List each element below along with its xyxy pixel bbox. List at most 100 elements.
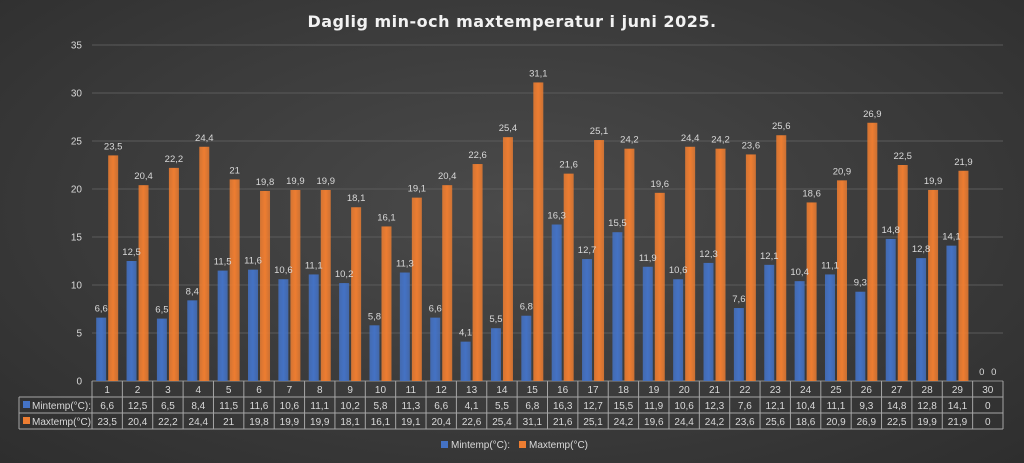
max-temp-bar	[563, 173, 574, 381]
table-row-label: Mintemp(°C):	[32, 401, 91, 412]
min-temp-label: 11,3	[396, 259, 414, 270]
max-temp-bar	[381, 226, 392, 381]
min-temp-label: 5,5	[489, 314, 502, 325]
min-temp-bar	[946, 245, 957, 381]
min-temp-bar	[460, 341, 471, 381]
min-temp-label: 16,3	[547, 211, 566, 222]
x-tick-label: 25	[830, 385, 842, 396]
min-temp-bar	[703, 262, 714, 381]
table-cell: 11,1	[827, 401, 846, 412]
min-temp-bar	[855, 291, 866, 381]
min-temp-label: 6,6	[429, 304, 442, 315]
table-cell: 23,6	[735, 417, 755, 428]
max-temp-label: 19,6	[651, 179, 670, 190]
x-tick-label: 28	[922, 385, 934, 396]
x-tick-label: 23	[770, 385, 782, 396]
x-tick-label: 3	[165, 385, 171, 396]
max-temp-bar	[594, 140, 605, 381]
table-cell: 24,2	[705, 417, 725, 428]
y-tick-label: 5	[76, 329, 82, 340]
max-temp-label: 20,9	[833, 166, 852, 177]
max-temp-bar	[836, 180, 847, 381]
max-temp-bar	[199, 146, 210, 381]
table-cell: 0	[985, 401, 991, 412]
max-temp-label: 24,4	[195, 133, 214, 144]
max-temp-bar	[745, 154, 756, 381]
x-tick-label: 5	[226, 385, 232, 396]
max-temp-bar	[290, 189, 301, 381]
min-temp-label: 10,6	[669, 265, 688, 276]
max-temp-bar	[351, 207, 362, 381]
min-temp-bar	[126, 261, 137, 381]
min-temp-label: 12,8	[912, 244, 931, 255]
max-temp-bar	[624, 148, 635, 381]
max-temp-label: 21,9	[954, 157, 973, 168]
min-temp-bar	[642, 266, 653, 381]
min-temp-bar	[521, 315, 532, 381]
x-tick-label: 24	[800, 385, 812, 396]
min-temp-bar	[885, 238, 896, 381]
y-tick-label: 10	[71, 281, 83, 292]
table-cell: 11,6	[250, 401, 269, 412]
legend-entry: Mintemp(°C):	[451, 440, 510, 451]
max-temp-label: 20,4	[438, 171, 457, 182]
max-temp-label: 18,6	[802, 188, 821, 199]
legend-entry: Maxtemp(°C)	[529, 440, 588, 451]
max-temp-label: 21,6	[559, 160, 578, 171]
min-temp-label: 11,6	[244, 256, 262, 267]
min-temp-label: 6,5	[155, 305, 168, 316]
table-cell: 20,4	[128, 417, 148, 428]
x-tick-label: 12	[436, 385, 448, 396]
table-cell: 24,2	[614, 417, 634, 428]
max-temp-bar	[502, 137, 513, 381]
max-temp-label: 22,5	[893, 151, 912, 162]
table-cell: 22,6	[462, 417, 482, 428]
min-temp-bar	[156, 318, 167, 381]
table-cell: 23,5	[97, 417, 117, 428]
max-temp-label: 26,9	[863, 109, 882, 120]
y-axis: 0 5 10 15 20 25 30 35	[71, 41, 83, 388]
min-temp-bar	[733, 308, 744, 381]
min-temp-label: 12,7	[578, 245, 597, 256]
max-temp-label: 21	[229, 165, 240, 176]
table-cell: 24,4	[674, 417, 694, 428]
x-tick-label: 18	[618, 385, 630, 396]
x-tick-label: 7	[287, 385, 293, 396]
max-temp-label: 25,6	[772, 121, 791, 132]
min-temp-label: 11,1	[305, 260, 323, 271]
legend-swatch	[441, 441, 448, 448]
table-cell: 10,6	[280, 401, 300, 412]
min-temp-bar	[916, 258, 927, 381]
max-temp-bar	[442, 185, 453, 381]
table-legend-key	[23, 401, 30, 408]
max-temp-label: 31,1	[529, 68, 548, 79]
table-cell: 24,4	[189, 417, 209, 428]
table-cell: 21,9	[948, 417, 968, 428]
min-temp-bar	[794, 281, 805, 381]
min-temp-bar	[490, 328, 501, 381]
max-temp-bar	[533, 82, 544, 381]
table-cell: 0	[985, 417, 991, 428]
x-tick-label: 11	[406, 385, 417, 396]
x-tick-label: 1	[104, 385, 110, 396]
table-cell: 25,1	[583, 417, 603, 428]
max-temp-bar	[897, 165, 908, 381]
table-cell: 16,3	[553, 401, 573, 412]
x-tick-label: 27	[891, 385, 903, 396]
y-tick-label: 0	[76, 377, 82, 388]
y-tick-label: 15	[71, 233, 83, 244]
table-cell: 25,4	[492, 417, 512, 428]
table-cell: 7,6	[738, 401, 752, 412]
max-temp-label: 24,2	[711, 135, 730, 146]
table-cell: 5,8	[374, 401, 388, 412]
max-temp-label: 19,9	[317, 176, 336, 187]
table-cell: 11,5	[219, 401, 238, 412]
table-cell: 15,5	[614, 401, 634, 412]
min-temp-label: 6,6	[95, 304, 108, 315]
max-temp-label: 19,1	[408, 184, 427, 195]
table-cell: 12,5	[128, 401, 148, 412]
max-temp-label: 22,6	[468, 150, 487, 161]
min-temp-label: 10,4	[790, 267, 809, 278]
max-temp-bar	[411, 197, 422, 381]
